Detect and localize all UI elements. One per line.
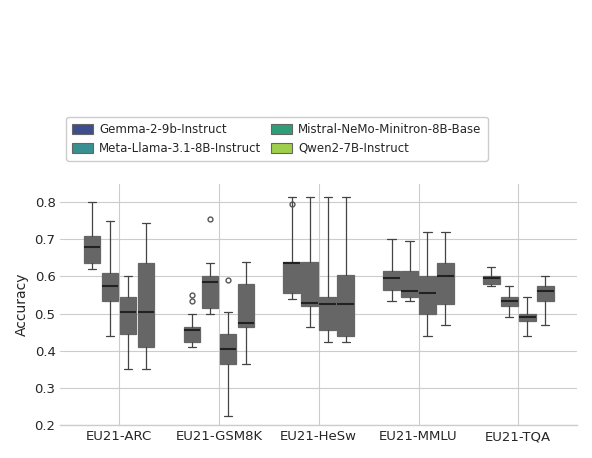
PathPatch shape [202, 277, 218, 308]
PathPatch shape [220, 334, 236, 364]
PathPatch shape [284, 262, 300, 293]
PathPatch shape [237, 284, 254, 327]
PathPatch shape [401, 271, 418, 297]
PathPatch shape [102, 273, 118, 300]
PathPatch shape [301, 262, 318, 306]
PathPatch shape [519, 314, 536, 321]
PathPatch shape [419, 277, 436, 314]
PathPatch shape [383, 271, 400, 289]
PathPatch shape [337, 275, 354, 336]
PathPatch shape [184, 327, 200, 342]
Y-axis label: Accuracy: Accuracy [15, 273, 29, 336]
PathPatch shape [537, 286, 554, 300]
PathPatch shape [120, 297, 136, 334]
PathPatch shape [84, 235, 101, 263]
Legend: Gemma-2-9b-Instruct, Meta-Llama-3.1-8B-Instruct, Mistral-NeMo-Minitron-8B-Base, : Gemma-2-9b-Instruct, Meta-Llama-3.1-8B-I… [66, 117, 487, 161]
PathPatch shape [437, 263, 453, 305]
PathPatch shape [483, 277, 500, 284]
PathPatch shape [501, 297, 517, 306]
PathPatch shape [320, 297, 336, 330]
PathPatch shape [138, 263, 155, 347]
